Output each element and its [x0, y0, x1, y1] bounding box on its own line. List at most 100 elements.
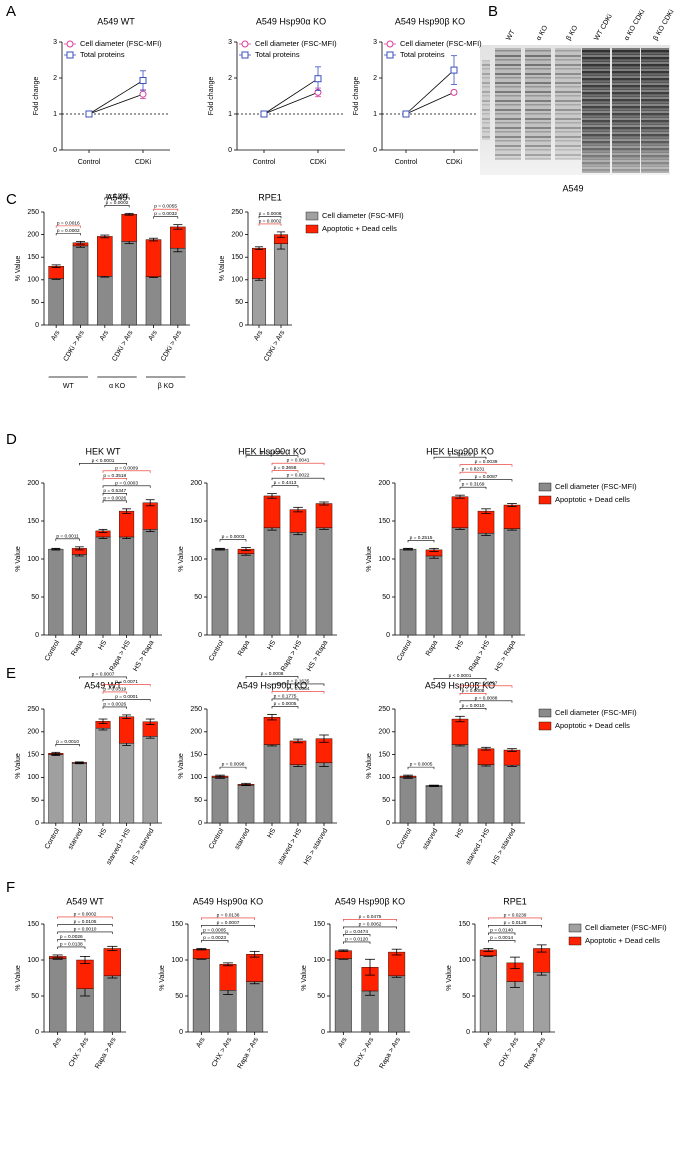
x-tick-label: Ars — [52, 1036, 64, 1049]
bar-segment — [533, 972, 551, 1033]
error-bar — [215, 774, 225, 778]
p-value: p = 0.0003 — [222, 534, 245, 540]
bar-segment — [48, 754, 64, 824]
bar-segment — [170, 247, 186, 326]
p-value: p = 0.0039 — [475, 459, 498, 465]
bar-segment — [95, 727, 111, 824]
panel-letter: C — [6, 191, 17, 208]
error-bar — [122, 714, 131, 719]
p-value: p = 0.0026 — [106, 192, 129, 198]
y-tick-label: 0 — [179, 1029, 183, 1036]
bar-segment — [361, 990, 379, 1033]
series-line — [263, 92, 319, 115]
group-label: β KO — [158, 383, 175, 390]
significance-bracket — [201, 932, 229, 935]
y-tick-label: 0 — [386, 632, 390, 639]
p-value: p = 0.0055 — [154, 204, 177, 210]
blot-lane-label: α KO CDKi — [623, 8, 646, 42]
p-value: p < 0.0001 — [92, 458, 115, 464]
x-tick-label: Ars — [99, 329, 111, 342]
legend-label: Total proteins — [255, 50, 300, 59]
bar-segment — [119, 510, 135, 538]
bar-segment — [142, 502, 158, 530]
p-value: p = 0.5347 — [103, 488, 126, 494]
x-tick-label: HS — [266, 827, 277, 839]
x-tick-label: Control — [253, 159, 276, 166]
significance-bracket — [57, 946, 86, 949]
y-tick-label: 100 — [190, 774, 202, 781]
x-tick-label: HS > Rapa — [132, 639, 155, 672]
series-line — [405, 92, 455, 115]
y-tick-label: 100 — [458, 957, 470, 964]
legend-swatch — [305, 224, 319, 234]
chart-title: A549 Hsp90β KO — [335, 896, 405, 906]
y-tick-label: 50 — [31, 299, 39, 306]
y-axis-label: % Value — [15, 965, 22, 991]
x-tick-label: HS > Rapa — [306, 639, 329, 672]
bar-segment — [451, 744, 469, 824]
p-value: p = 0.3658 — [274, 465, 297, 471]
significance-bracket — [459, 479, 513, 482]
p-value: p = 0.0016 — [57, 220, 80, 226]
y-tick-label: 100 — [378, 774, 390, 781]
significance-bracket — [433, 677, 487, 681]
x-tick-label: Control — [395, 159, 418, 166]
y-tick-label: 200 — [27, 231, 39, 238]
p-value: p = 0.0022 — [287, 473, 310, 479]
error-bar — [429, 547, 439, 552]
data-point — [402, 110, 410, 118]
p-value: p = 0.0023 — [203, 935, 226, 941]
blot-shade — [480, 45, 670, 175]
bar-segment — [289, 509, 307, 533]
chart-title: A549 — [106, 192, 127, 202]
legend-label: Apoptotic + Dead cells — [555, 495, 630, 504]
bar-segment — [71, 554, 87, 636]
y-tick-label: 150 — [27, 518, 39, 525]
bar-segment — [289, 764, 307, 824]
x-tick-label: CDKi — [310, 159, 327, 166]
x-tick-label: Ars — [195, 1036, 207, 1049]
significance-bracket — [343, 919, 397, 922]
p-value: p = 0.0008 — [261, 671, 284, 677]
y-axis-label: % Value — [15, 256, 22, 282]
error-bar — [75, 546, 84, 551]
chart-title: A549 WT — [66, 896, 104, 906]
legend-label: Cell diameter (FSC-MFI) — [585, 923, 667, 932]
p-value: p = 0.0011 — [56, 533, 79, 539]
significance-bracket — [258, 223, 282, 226]
y-tick-label: 0 — [53, 147, 57, 154]
error-bar — [249, 950, 260, 958]
p-value: p = 0.3518 — [103, 473, 126, 479]
error-bar — [267, 714, 277, 721]
x-tick-label: CDKi > Ars — [263, 329, 287, 363]
y-tick-label: 50 — [31, 594, 39, 601]
significance-bracket — [271, 485, 299, 488]
bar-segment — [72, 245, 89, 326]
bar-segment — [263, 717, 281, 745]
x-tick-label: Ars — [253, 329, 265, 342]
significance-bracket — [271, 683, 325, 686]
error-bar — [276, 231, 286, 238]
y-tick-label: 100 — [27, 556, 39, 563]
error-bar — [52, 954, 63, 959]
x-tick-label: HS > starved — [303, 827, 329, 866]
significance-bracket — [271, 706, 299, 709]
p-value: p = 0.0009 — [115, 465, 138, 471]
bar-segment — [48, 958, 67, 1033]
p-value: p = 0.2515 — [410, 535, 433, 541]
bar-segment — [425, 785, 443, 824]
bar-segment — [119, 716, 135, 744]
significance-bracket — [488, 932, 516, 935]
x-tick-label: starved — [67, 827, 85, 850]
p-value: p = 0.0474 — [345, 929, 368, 935]
error-bar — [98, 528, 108, 533]
bar-segment — [334, 950, 352, 959]
blot-lane-label: WT CDKi — [593, 13, 614, 42]
legend-label: Cell diameter (FSC-MFI) — [400, 39, 482, 48]
y-tick-label: 200 — [27, 729, 39, 736]
y-tick-label: 100 — [231, 277, 243, 284]
y-tick-label: 50 — [175, 993, 183, 1000]
y-axis-label: % Value — [366, 753, 373, 779]
bar-segment — [263, 495, 281, 529]
legend-label: Cell diameter (FSC-MFI) — [555, 708, 637, 717]
